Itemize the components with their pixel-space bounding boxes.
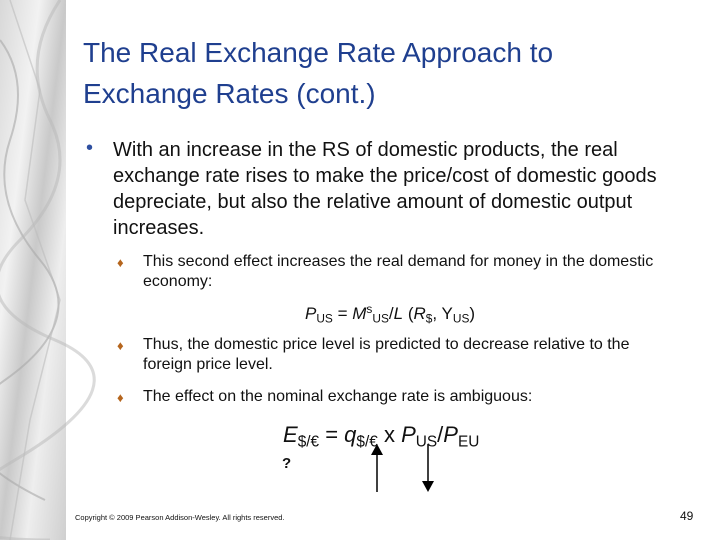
eq-term: /: [388, 303, 394, 323]
eq-term: q: [344, 422, 357, 447]
eq-term: x: [377, 422, 402, 447]
sub-bullet-marker: ♦: [117, 338, 124, 353]
question-mark: ?: [282, 455, 292, 472]
eq-sub: US: [372, 311, 389, 326]
equation: E$/€ = q$/€ x PUS/PEU: [283, 422, 479, 452]
sub-bullet: Thus, the domestic price level is predic…: [143, 336, 630, 373]
eq-term: E: [283, 422, 298, 447]
eq-sub: $/€: [297, 433, 320, 451]
title: The Real Exchange Rate Approach to Excha…: [83, 37, 554, 109]
eq-sub: US: [415, 433, 438, 451]
eq-term: , Y: [432, 303, 453, 323]
eq-sub: EU: [457, 433, 480, 451]
eq-term: P: [305, 303, 317, 323]
eq-sub: $: [425, 311, 433, 326]
eq-term: L: [393, 303, 404, 323]
eq-sub: $/€: [356, 433, 378, 451]
bullet-text: With an increase in the RS of domestic p…: [113, 139, 657, 239]
eq-term: ): [469, 303, 476, 323]
eq-term: P: [443, 422, 458, 447]
bullet-marker: •: [86, 137, 94, 159]
eq-sub: US: [452, 311, 470, 326]
sub-bullet: This second effect increases the real de…: [143, 253, 654, 290]
page-number: 49: [680, 509, 694, 523]
eq-term: P: [401, 422, 416, 447]
eq-term: R: [413, 303, 426, 323]
eq-term: =: [319, 422, 345, 447]
eq-sub: US: [316, 311, 333, 326]
eq-term: =: [332, 303, 353, 323]
eq-term: /: [437, 422, 444, 447]
sub-bullet-marker: ♦: [117, 390, 124, 405]
equation: PUS = MsUS/L (R$, YUS): [305, 302, 475, 326]
eq-term: M: [352, 303, 367, 323]
eq-sup: s: [366, 302, 373, 316]
copyright: Copyright © 2009 Pearson Addison-Wesley.…: [75, 513, 285, 522]
eq-term: (: [403, 303, 414, 323]
sub-bullet: The effect on the nominal exchange rate …: [143, 388, 533, 405]
sub-bullet-marker: ♦: [117, 255, 124, 270]
